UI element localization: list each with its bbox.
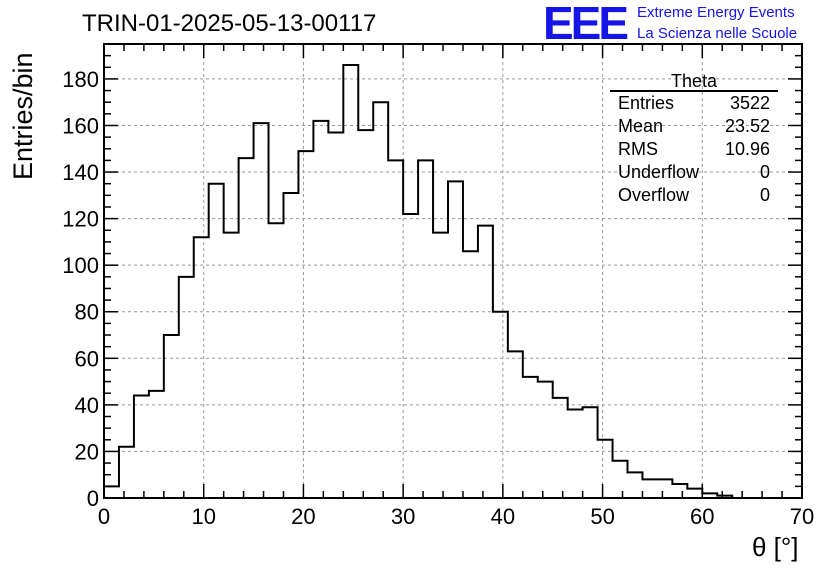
x-tick-label: 0 (98, 504, 110, 529)
stats-label: Entries (618, 93, 675, 113)
stats-row: RMS 10.96 (610, 138, 778, 161)
x-axis-label: θ [°] (752, 532, 799, 562)
stats-value: 10.96 (724, 139, 770, 159)
stats-label: Mean (618, 116, 664, 136)
y-tick-label: 20 (75, 439, 99, 464)
stats-label: Overflow (618, 185, 690, 205)
x-tick-label: 30 (391, 504, 415, 529)
histogram-series (103, 63, 734, 498)
stats-value: 3522 (729, 93, 770, 113)
x-tick-label: 20 (291, 504, 315, 529)
logo-caption-2: La Scienza nelle Scuole (637, 25, 798, 42)
stats-row: Overflow 0 (610, 184, 778, 207)
stats-label: Underflow (618, 162, 700, 182)
y-tick-label: 120 (62, 207, 99, 232)
eee-logo: EEE (543, 0, 629, 49)
stats-title: Theta (610, 70, 778, 92)
x-tick-label: 70 (790, 504, 814, 529)
y-tick-label: 40 (75, 393, 99, 418)
y-tick-label: 0 (87, 486, 99, 511)
plot-frame (103, 43, 803, 499)
y-tick-label: 60 (75, 346, 99, 371)
tick-labels: 0 10 20 30 40 50 60 70 0 20 40 60 80 100 120 140 160 180 (62, 67, 814, 529)
y-tick-label: 140 (62, 160, 99, 185)
y-axis-label: Entries/bin (8, 52, 38, 180)
stats-value: 0 (759, 162, 770, 182)
y-tick-label: 160 (62, 113, 99, 138)
x-tick-label: 60 (690, 504, 714, 529)
stats-label: RMS (618, 139, 658, 159)
stats-row: Entries 3522 (610, 92, 778, 115)
axes (103, 43, 803, 499)
x-tick-label: 40 (491, 504, 515, 529)
stats-row: Underflow 0 (610, 161, 778, 184)
y-tick-label: 100 (62, 253, 99, 278)
axis-ticks (103, 43, 803, 499)
stats-row: Mean 23.52 (610, 115, 778, 138)
y-tick-label: 80 (75, 300, 99, 325)
logo-caption-1: Extreme Energy Events (637, 4, 795, 21)
stats-value: 0 (759, 185, 770, 205)
x-tick-label: 10 (191, 504, 215, 529)
grid-lines (104, 44, 802, 498)
chart-title: TRIN-01-2025-05-13-00117 (82, 10, 377, 37)
stats-value: 23.52 (724, 116, 770, 136)
x-tick-label: 50 (590, 504, 614, 529)
stats-box: Theta Entries 3522 Mean 23.52 RMS 10.96 … (610, 70, 778, 207)
y-tick-label: 180 (62, 67, 99, 92)
